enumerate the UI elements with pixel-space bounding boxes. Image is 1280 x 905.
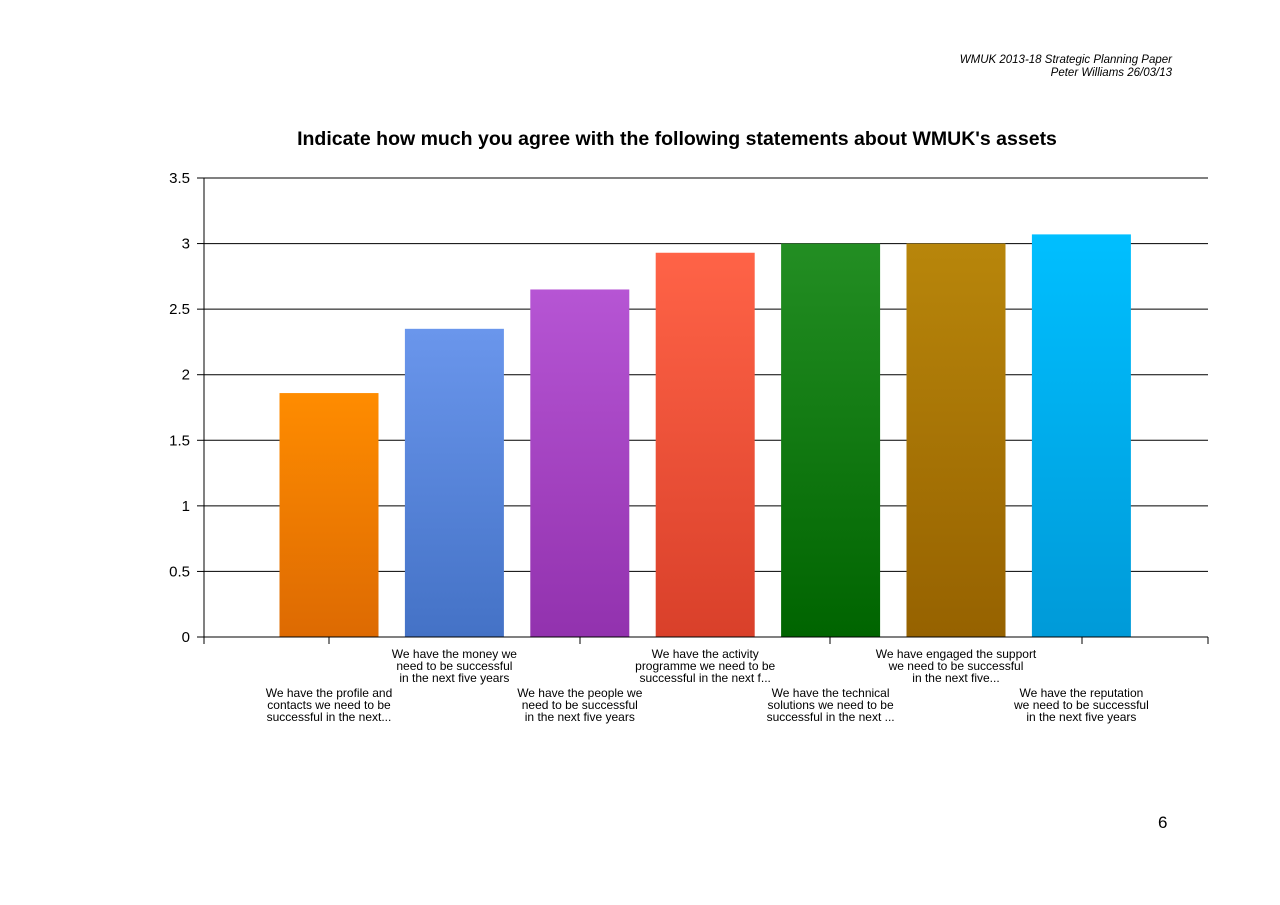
y-axis-ticks: 0 0.5 1 1.5 2 2.5 3 3.5 bbox=[169, 170, 204, 646]
author-date: Peter Williams 26/03/13 bbox=[1050, 67, 1172, 79]
chart-title: Indicate how much you agree with the fol… bbox=[297, 128, 1057, 150]
bars bbox=[279, 234, 1131, 638]
bar bbox=[1031, 234, 1131, 638]
page-number: 6 bbox=[1158, 813, 1168, 832]
y-tick-label: 3 bbox=[182, 236, 190, 253]
x-tick-label: We have the activity programme we need to… bbox=[635, 647, 775, 685]
y-tick-label: 3.5 bbox=[169, 170, 190, 187]
y-tick-label: 1 bbox=[182, 498, 190, 515]
y-tick-label: 2.5 bbox=[169, 301, 190, 318]
bar bbox=[906, 243, 1006, 638]
bar bbox=[655, 252, 755, 637]
y-tick-label: 2 bbox=[182, 367, 190, 384]
y-tick-label: 0.5 bbox=[169, 563, 190, 580]
y-tick-label: 0 bbox=[182, 629, 190, 646]
x-tick-label: We have the profile and contacts we need … bbox=[266, 686, 393, 724]
x-tick-label: We have the technical solutions we need t… bbox=[767, 686, 895, 724]
bar bbox=[530, 289, 630, 637]
x-tick-label: We have the reputation we need to be succ… bbox=[1013, 686, 1149, 724]
document-header: WMUK 2013-18 Strategic Planning Paper Pe… bbox=[960, 54, 1172, 80]
x-axis-labels: We have the profile and contacts we need … bbox=[266, 647, 1149, 724]
axes bbox=[203, 178, 1209, 644]
bar bbox=[279, 393, 379, 637]
x-tick-label: We have the people we need to be successf… bbox=[517, 686, 643, 724]
x-tick-label: We have engaged the support we need to be… bbox=[876, 647, 1037, 685]
bar bbox=[404, 328, 504, 637]
document-title: WMUK 2013-18 Strategic Planning Paper bbox=[959, 54, 1172, 66]
y-tick-label: 1.5 bbox=[169, 432, 190, 449]
bar bbox=[781, 243, 881, 638]
x-tick-label: We have the money we need to be successfu… bbox=[392, 647, 518, 685]
